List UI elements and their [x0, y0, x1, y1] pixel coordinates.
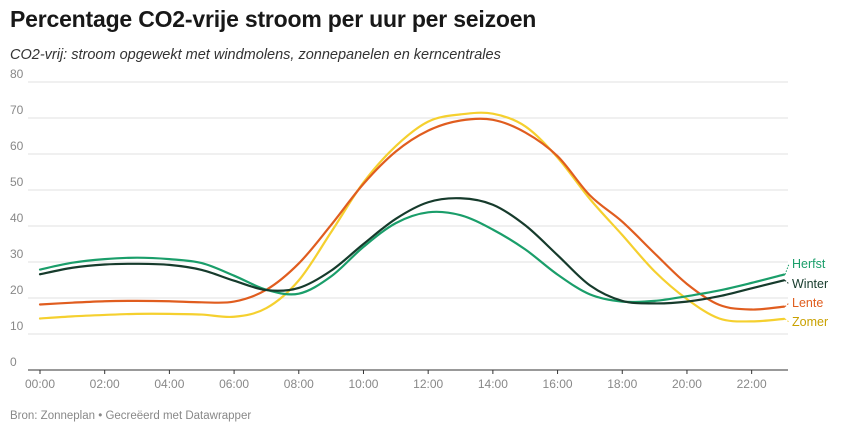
y-tick-label: 40: [10, 211, 24, 225]
grid-lines: [28, 81, 788, 371]
series-labels: Herfst Winter Lente Zomer: [784, 257, 828, 329]
series-label-leader: [784, 302, 790, 308]
series-label-leader: [784, 279, 790, 285]
x-tick-label: 02:00: [90, 377, 120, 391]
x-tick-label: 18:00: [607, 377, 637, 391]
series-label-lente: Lente: [792, 296, 823, 310]
x-tick-label: 12:00: [413, 377, 443, 391]
x-tick-label: 10:00: [348, 377, 378, 391]
x-tick-label: 14:00: [478, 377, 508, 391]
y-tick-label: 30: [10, 247, 24, 261]
y-tick-label: 70: [10, 103, 24, 117]
series-lines: [38, 111, 786, 323]
x-tick-label: 04:00: [154, 377, 184, 391]
chart-title: Percentage CO2-vrije stroom per uur per …: [10, 6, 537, 32]
series-line-winter: [38, 197, 786, 305]
x-tick-label: 00:00: [25, 377, 55, 391]
x-tick-label: 22:00: [737, 377, 767, 391]
y-tick-label: 20: [10, 283, 24, 297]
series-label-leader: [784, 318, 790, 323]
series-label-winter: Winter: [792, 277, 828, 291]
series-label-leader: [784, 263, 790, 275]
x-tick-label: 06:00: [219, 377, 249, 391]
series-line-herfst: [38, 210, 786, 304]
y-tick-label: 60: [10, 139, 24, 153]
chart-subtitle: CO2-vrij: stroom opgewekt met windmolens…: [10, 47, 501, 63]
series-label-herfst: Herfst: [792, 257, 826, 271]
x-axis-ticks: 00:00 02:00 04:00 06:00 08:00 10:00 12:00 14:00…: [25, 370, 767, 391]
x-tick-label: 08:00: [284, 377, 314, 391]
series-line-zomer: [38, 111, 786, 323]
source-note: Bron: Zonneplan • Gecreëerd met Datawrap…: [10, 410, 252, 422]
y-tick-label: 10: [10, 319, 24, 333]
series-label-zomer: Zomer: [792, 315, 828, 329]
y-tick-label: 0: [10, 355, 17, 369]
y-axis-ticks: 0 10 20 30 40 50 60 70 80: [10, 67, 24, 369]
x-tick-label: 16:00: [543, 377, 573, 391]
y-tick-label: 80: [10, 67, 24, 81]
x-tick-label: 20:00: [672, 377, 702, 391]
y-tick-label: 50: [10, 175, 24, 189]
series-line-lente: [38, 117, 786, 311]
